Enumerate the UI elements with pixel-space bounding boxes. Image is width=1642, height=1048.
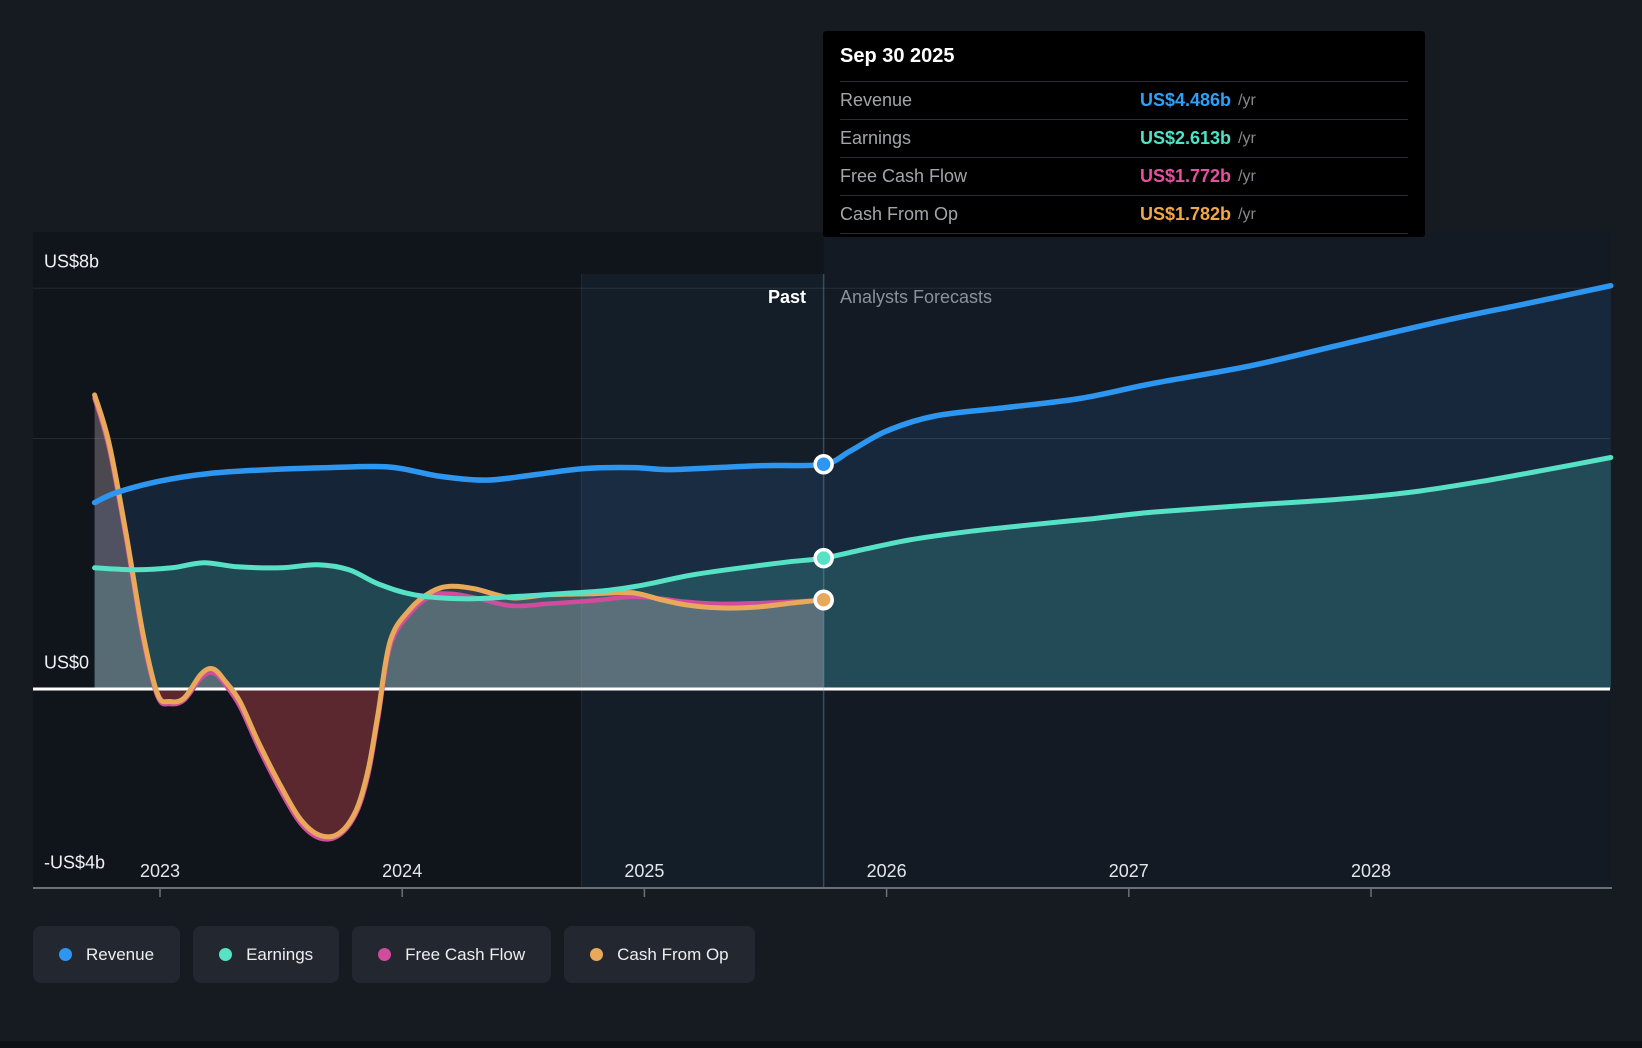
- earnings-area: [94, 457, 1611, 689]
- tooltip-row-cash-from-op: Cash From Op US$1.782b/yr: [840, 195, 1408, 234]
- x-axis-label-2024: 2024: [382, 861, 423, 881]
- legend-item-earnings[interactable]: Earnings: [193, 926, 340, 983]
- legend-item-label: Earnings: [246, 944, 314, 964]
- tooltip-row-label: Free Cash Flow: [840, 166, 968, 186]
- tooltip-row-unit: /yr: [1238, 205, 1256, 223]
- x-axis-label-2023: 2023: [139, 861, 181, 881]
- tooltip-row-value: US$1.772b: [1140, 166, 1232, 186]
- hover-tooltip: Sep 30 2025 Revenue US$4.486b/yr Earnings U…: [823, 31, 1425, 237]
- y-axis-label--4b: -US$4b: [44, 852, 106, 873]
- y-axis-label-0b: US$0: [44, 652, 90, 673]
- legend-item-revenue[interactable]: Revenue: [33, 926, 181, 983]
- earnings-marker[interactable]: [813, 547, 834, 569]
- tooltip-row-value: US$4.486b: [1140, 90, 1232, 110]
- tooltip-row-label: Revenue: [840, 90, 913, 110]
- forecast-region: [823, 232, 1610, 888]
- tooltip-row-label: Earnings: [840, 128, 912, 148]
- tooltip-row-free-cash-flow: Free Cash Flow US$1.772b/yr: [840, 157, 1408, 195]
- cash-from-op-area: [94, 394, 824, 689]
- tooltip-row-label: Cash From Op: [840, 204, 959, 224]
- legend-item-label: Free Cash Flow: [405, 944, 526, 964]
- tooltip-row-unit: /yr: [1238, 91, 1256, 109]
- x-axis-label-2025: 2025: [624, 861, 665, 881]
- revenue-legend-dot-icon: [59, 948, 72, 961]
- analysts-forecasts-label: Analysts Forecasts: [840, 287, 993, 307]
- bottom-strip: [0, 1041, 1642, 1048]
- past-highlight-band: [581, 274, 824, 888]
- legend: Revenue Earnings Free Cash Flow Cash From O…: [33, 926, 755, 983]
- tooltip-date: Sep 30 2025: [840, 44, 955, 67]
- earnings-legend-dot-icon: [219, 948, 233, 961]
- x-axis-label-2028: 2028: [1350, 861, 1392, 881]
- legend-item-cash-from-op[interactable]: Cash From Op: [564, 926, 755, 983]
- free-cash-flow-legend-dot-icon: [378, 948, 392, 961]
- tooltip-row-unit: /yr: [1238, 129, 1256, 147]
- past-label: Past: [767, 287, 806, 307]
- tooltip-row-earnings: Earnings US$2.613b/yr: [840, 119, 1408, 157]
- tooltip-row-unit: /yr: [1238, 167, 1256, 185]
- tooltip-row-revenue: Revenue US$4.486b/yr: [840, 81, 1408, 119]
- legend-item-free-cash-flow[interactable]: Free Cash Flow: [352, 926, 552, 983]
- tooltip-row-value: US$1.782b: [1140, 204, 1232, 224]
- earnings-line: [92, 455, 1614, 602]
- revenue-marker[interactable]: [813, 454, 834, 475]
- free-cash-flow-negative-area: [94, 689, 824, 840]
- legend-item-label: Cash From Op: [617, 944, 729, 964]
- x-axis-label-2027: 2027: [1108, 861, 1149, 881]
- legend-item-label: Revenue: [86, 944, 155, 964]
- cash-from-op-marker[interactable]: [813, 589, 834, 610]
- cash-from-op-line: [92, 392, 827, 840]
- x-axis-label-2026: 2026: [866, 861, 907, 881]
- cash-from-op-legend-dot-icon: [590, 948, 604, 961]
- y-axis-label-8b: US$8b: [44, 251, 100, 272]
- revenue-line: [91, 282, 1614, 506]
- tooltip-row-value: US$2.613b: [1140, 128, 1232, 148]
- cash-from-op-negative-area: [94, 689, 824, 837]
- free-cash-flow-area: [94, 398, 824, 689]
